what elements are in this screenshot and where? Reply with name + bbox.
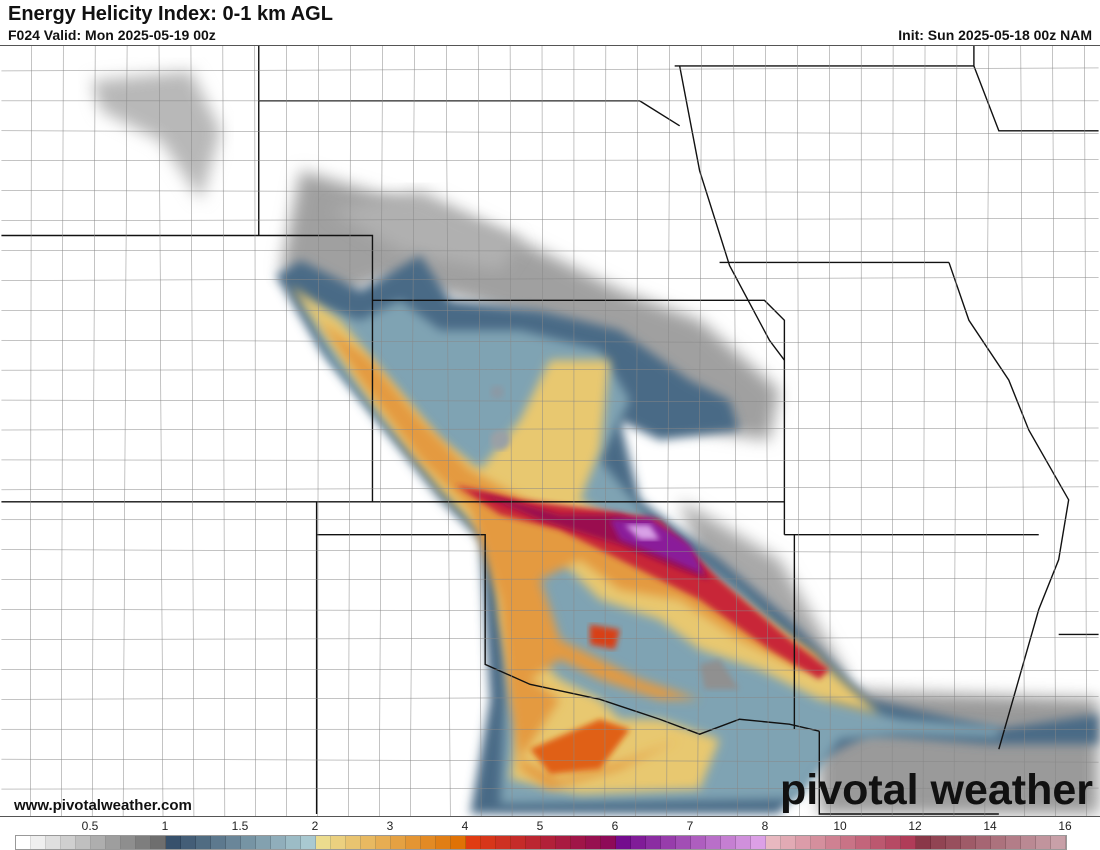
- colorbar-cell: [361, 836, 376, 849]
- colorbar-cell: [526, 836, 541, 849]
- pivotal-weather-logo: pivotal weather: [780, 766, 1094, 814]
- colorbar-tick-label: 0.5: [81, 819, 99, 833]
- colorbar-cell: [616, 836, 631, 849]
- colorbar-cell: [61, 836, 76, 849]
- colorbar-tick-label: 10: [833, 819, 847, 833]
- colorbar-cell: [91, 836, 106, 849]
- colorbar-cell: [316, 836, 331, 849]
- colorbar-cell: [706, 836, 721, 849]
- map-canvas[interactable]: [0, 45, 1100, 817]
- colorbar-cell: [376, 836, 391, 849]
- colorbar-cell: [301, 836, 316, 849]
- colorbar-cell: [436, 836, 451, 849]
- colorbar-cell: [586, 836, 601, 849]
- colorbar-cell: [676, 836, 691, 849]
- colorbar: [15, 835, 1067, 850]
- colorbar-cell: [166, 836, 181, 849]
- colorbar-tick-label: 2: [311, 819, 319, 833]
- colorbar-cell: [646, 836, 661, 849]
- colorbar-cell: [241, 836, 256, 849]
- colorbar-cell: [451, 836, 466, 849]
- colorbar-cell: [571, 836, 586, 849]
- colorbar-tick-label: 12: [908, 819, 922, 833]
- valid-time: F024 Valid: Mon 2025-05-19 00z: [8, 27, 216, 43]
- colorbar-cell: [736, 836, 751, 849]
- colorbar-cell: [136, 836, 151, 849]
- colorbar-tick-label: 1: [161, 819, 169, 833]
- colorbar-tick-label: 6: [611, 819, 619, 833]
- colorbar-cell: [496, 836, 511, 849]
- colorbar-cell: [976, 836, 991, 849]
- colorbar-cell: [106, 836, 121, 849]
- colorbar-cell: [256, 836, 271, 849]
- colorbar-tick-label: 4: [461, 819, 469, 833]
- colorbar-cell: [181, 836, 196, 849]
- init-time: Init: Sun 2025-05-18 00z NAM: [898, 27, 1092, 43]
- colorbar-cell: [826, 836, 841, 849]
- colorbar-tick-label: 5: [536, 819, 544, 833]
- colorbar-cell: [286, 836, 301, 849]
- colorbar-cell: [76, 836, 91, 849]
- colorbar-cell: [556, 836, 571, 849]
- colorbar-cell: [196, 836, 211, 849]
- colorbar-cell: [946, 836, 961, 849]
- colorbar-cell: [841, 836, 856, 849]
- colorbar-cell: [31, 836, 46, 849]
- colorbar-cell: [346, 836, 361, 849]
- colorbar-cell: [226, 836, 241, 849]
- colorbar-cell: [796, 836, 811, 849]
- county-lines: [1, 46, 1099, 816]
- colorbar-cell: [421, 836, 436, 849]
- colorbar-cell: [901, 836, 916, 849]
- colorbar-cell: [511, 836, 526, 849]
- colorbar-cell: [1021, 836, 1036, 849]
- colorbar-cell: [16, 836, 31, 849]
- website-link[interactable]: www.pivotalweather.com: [14, 797, 192, 814]
- colorbar-cell: [916, 836, 931, 849]
- colorbar-cell: [931, 836, 946, 849]
- colorbar-cell: [991, 836, 1006, 849]
- colorbar-tick-label: 1.5: [231, 819, 249, 833]
- colorbar-cell: [766, 836, 781, 849]
- colorbar-cell: [331, 836, 346, 849]
- colorbar-cell: [1036, 836, 1051, 849]
- ehi-field: [91, 70, 1099, 815]
- colorbar-cell: [211, 836, 226, 849]
- colorbar-tick-label: 14: [983, 819, 997, 833]
- colorbar-cell: [871, 836, 886, 849]
- colorbar-tick-label: 16: [1058, 819, 1072, 833]
- colorbar-cell: [271, 836, 286, 849]
- colorbar-tick-label: 8: [761, 819, 769, 833]
- colorbar-cell: [1006, 836, 1021, 849]
- colorbar-cell: [46, 836, 61, 849]
- colorbar-cell: [631, 836, 646, 849]
- colorbar-tick-label: 3: [386, 819, 394, 833]
- colorbar-cell: [856, 836, 871, 849]
- colorbar-cell: [781, 836, 796, 849]
- colorbar-cell: [151, 836, 166, 849]
- colorbar-cell: [1051, 836, 1066, 849]
- colorbar-cell: [406, 836, 421, 849]
- map-title: Energy Helicity Index: 0-1 km AGL: [8, 3, 333, 25]
- colorbar-cell: [541, 836, 556, 849]
- colorbar-cell: [601, 836, 616, 849]
- colorbar-cell: [121, 836, 136, 849]
- colorbar-cell: [661, 836, 676, 849]
- colorbar-cell: [466, 836, 481, 849]
- colorbar-cell: [481, 836, 496, 849]
- colorbar-cell: [811, 836, 826, 849]
- colorbar-cell: [886, 836, 901, 849]
- colorbar-cell: [721, 836, 736, 849]
- colorbar-tick-label: 7: [686, 819, 694, 833]
- county-borders: [1, 46, 1099, 816]
- colorbar-cell: [691, 836, 706, 849]
- colorbar-cell: [751, 836, 766, 849]
- colorbar-cell: [961, 836, 976, 849]
- colorbar-cell: [391, 836, 406, 849]
